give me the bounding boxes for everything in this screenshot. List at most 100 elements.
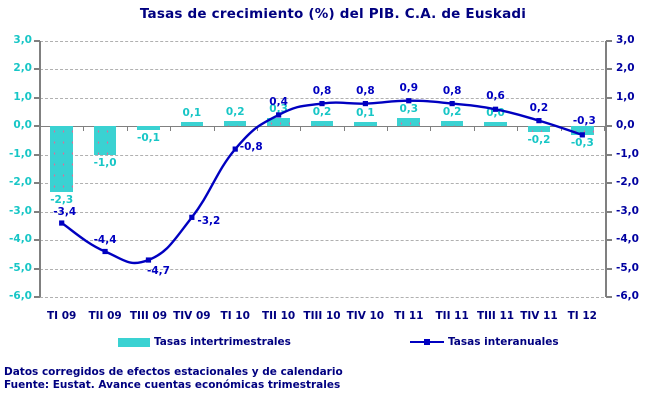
y-axis-right-tick-label: 3,0 [616,34,635,46]
bar-value-label: -2,3 [50,193,74,206]
bar [223,120,247,127]
x-axis-tick-label: TII 10 [261,310,296,322]
line-marker [59,220,65,226]
y-axis-left-tick-label: -3,0 [9,204,32,217]
zero-line [40,126,604,128]
y-axis-left-tick-label: -1,0 [9,147,32,160]
axis-tick [606,296,612,298]
line-value-label: -0,8 [239,141,263,154]
bar-value-label: -0,1 [136,132,160,145]
y-axis-right-tick-label: -1,0 [616,147,639,160]
y-axis-left-tick-label: 0,0 [13,119,32,132]
line-value-label: 0,8 [312,84,332,97]
x-axis-tick [256,126,258,132]
gridline [40,297,604,298]
gridline [40,211,604,213]
bar-value-label: 0,3 [399,102,419,115]
chart-title: Tasas de crecimiento (%) del PIB. C.A. d… [139,6,527,22]
bar [571,126,594,135]
x-axis-tick [126,126,128,132]
y-axis-right-tick-label: -4,0 [616,233,639,246]
y-axis-left [39,41,41,297]
line-value-label: -4,4 [93,234,117,247]
gridline [40,268,604,270]
legend-item-bars: Tasas intertrimestrales [118,336,291,348]
y-axis-left-tick-label: -2,0 [9,176,32,189]
axis-tick [34,125,40,128]
line-value-label: -3,4 [53,206,77,219]
y-axis-left-tick-label: 3,0 [13,34,32,46]
y-axis-right-tick-label: 1,0 [616,90,635,103]
footer-note: Datos corregidos de efectos estacionales… [4,366,343,378]
line-value-label: 0,8 [356,84,375,97]
line-marker [189,214,195,220]
y-axis-right-tick-label: 0,0 [616,119,635,132]
legend-bar-swatch-icon [118,337,150,347]
legend-line-swatch-icon [410,337,444,347]
y-axis-right [605,41,607,297]
axis-tick [606,239,612,242]
bar-value-label: 0,1 [356,107,375,120]
axis-tick [34,267,40,270]
legend-line-label: Tasas interanuales [448,336,559,348]
bar [93,126,117,155]
axis-tick [606,267,612,270]
x-axis-tick-label: TI 11 [394,310,424,322]
bar [440,120,464,127]
y-axis-right-tick-label: -3,0 [616,204,639,217]
line-value-label: 0,2 [529,101,549,114]
x-axis-tick [213,126,215,132]
bar [310,120,334,127]
x-axis-tick-label: TI 12 [567,310,597,322]
bar-value-label: 0,2 [225,105,245,118]
axis-tick [34,239,40,242]
y-axis-right-tick-label: -6,0 [616,290,639,302]
axis-tick [34,296,40,298]
axis-tick [606,210,612,213]
line-marker [492,106,499,112]
x-axis-tick [300,126,302,132]
line-marker [579,132,585,138]
x-axis-tick-label: TII 09 [88,310,122,322]
line-marker [406,98,412,104]
axis-tick [34,210,40,213]
bar [180,122,204,127]
line-value-label: 0,8 [442,84,462,97]
line-value-label: 0,6 [486,90,505,103]
x-axis-tick-label: TII 11 [435,310,469,322]
line-marker [102,248,108,255]
y-axis-left-tick-label: 2,0 [13,62,32,75]
axis-tick [606,182,612,185]
x-axis-tick-label: TIV 11 [520,310,558,322]
bar [50,126,73,192]
x-axis-tick-label: TIV 10 [346,310,385,322]
bar [354,122,377,127]
x-axis-tick-label: TIII 09 [129,310,168,322]
x-axis-tick [517,126,519,132]
legend-bars-label: Tasas intertrimestrales [154,336,291,348]
line-value-label: 0,9 [399,81,419,94]
y-axis-left-tick-label: 1,0 [13,90,32,103]
x-axis-tick [604,126,605,132]
bar-value-label: -0,3 [570,136,594,149]
y-axis-right-tick-label: -2,0 [616,176,639,189]
line-value-label: 0,4 [269,95,288,108]
y-axis-left-tick-label: -5,0 [9,261,32,274]
line-marker [145,257,152,263]
axis-tick [34,40,40,42]
line-marker [276,112,282,118]
gridline [40,97,604,99]
bar-value-label: 0,1 [182,107,202,120]
plot-area [40,41,604,298]
gridline [40,183,604,185]
gridline [40,41,604,42]
line-marker [319,100,325,107]
line-marker [536,118,542,124]
x-axis-tick [473,126,475,132]
y-axis-left-tick-label: -4,0 [9,233,32,246]
axis-tick [606,40,612,42]
axis-tick [34,182,40,185]
gridline [40,69,604,71]
